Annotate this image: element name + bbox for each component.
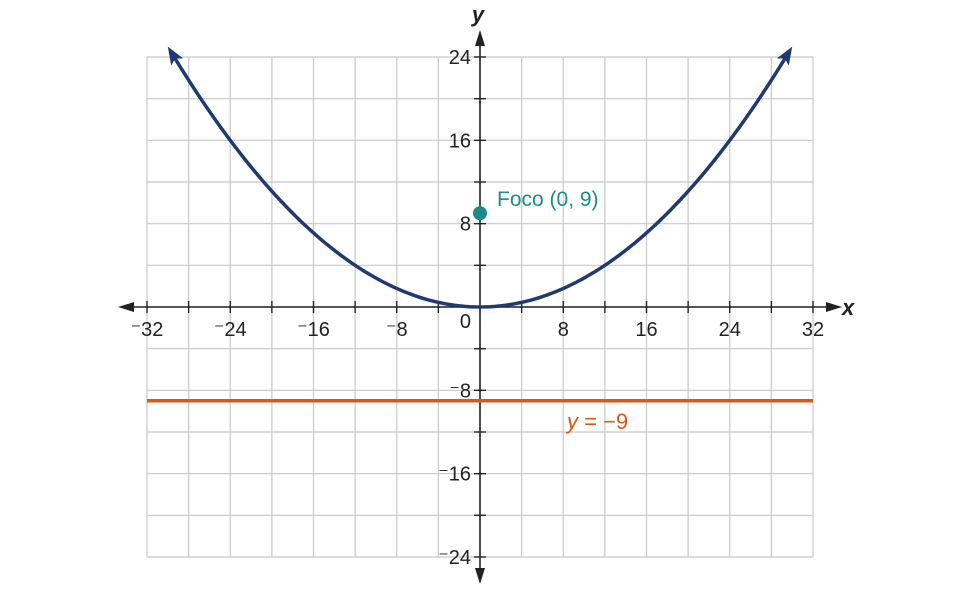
- parabola-arrow-right: [776, 46, 793, 66]
- y-tick-label: 8: [460, 214, 471, 236]
- y-axis-label: y: [471, 2, 486, 27]
- parabola-curve: [171, 54, 789, 309]
- series: [147, 46, 813, 403]
- focus-point: [473, 206, 487, 221]
- y-tick-label: ⁻24: [438, 547, 471, 569]
- ticks: ⁻32 ⁻24 ⁻16 ⁻8 8 16 24 32 24 16 8 ⁻8 ⁻16 ⁻24: [131, 47, 825, 569]
- x-tick-label: ⁻8: [386, 319, 408, 341]
- x-tick-label: ⁻16: [297, 319, 330, 341]
- x-tick-label: ⁻24: [214, 319, 247, 341]
- x-tick-label: 24: [719, 319, 741, 341]
- origin-label: 0: [460, 311, 471, 333]
- y-axis-arrow-up: [475, 30, 485, 46]
- directrix-label-rest: = −9: [578, 409, 628, 434]
- x-tick-label: 32: [802, 319, 824, 341]
- y-tick-label: 24: [449, 47, 471, 69]
- parabola-arrow-left: [167, 46, 184, 66]
- y-tick-label: ⁻8: [449, 380, 471, 402]
- x-axis-arrow-right: [826, 302, 842, 312]
- x-axis-label: x: [841, 295, 855, 320]
- x-axis-arrow-left: [118, 302, 134, 312]
- x-tick-label: 8: [558, 319, 569, 341]
- y-tick-label: 16: [449, 130, 471, 152]
- directrix-label: y = −9: [565, 409, 628, 434]
- y-axis-arrow-down: [475, 568, 485, 584]
- x-tick-label: ⁻32: [131, 319, 164, 341]
- focus-label: Foco (0, 9): [497, 188, 599, 211]
- directrix-label-var: y: [565, 409, 580, 434]
- y-tick-label: ⁻16: [438, 464, 471, 486]
- x-tick-label: 16: [635, 319, 657, 341]
- labels: x y 0 Foco (0, 9) y = −9: [460, 2, 855, 434]
